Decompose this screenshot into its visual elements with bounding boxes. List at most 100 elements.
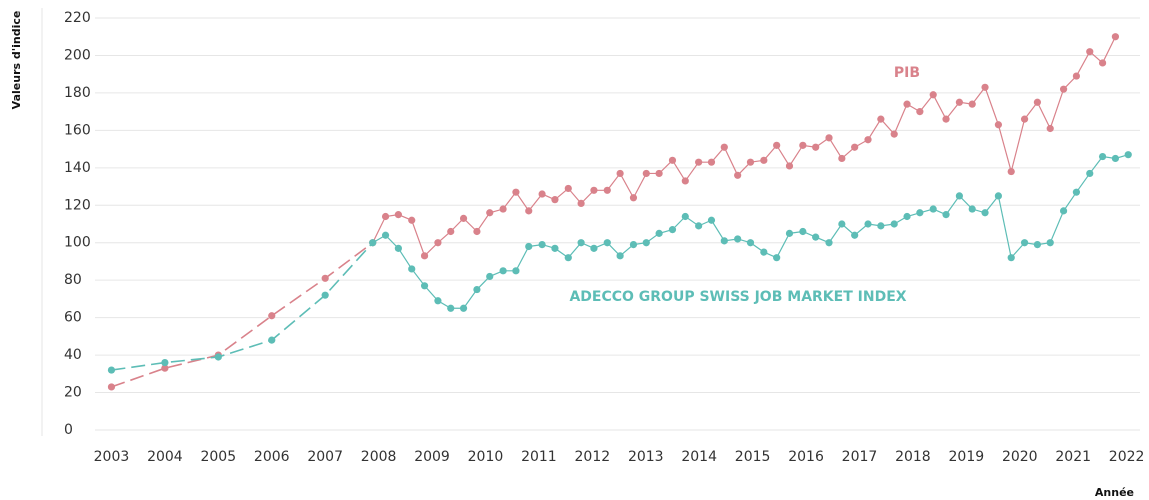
series-line [111,242,374,388]
data-point [720,143,728,151]
data-point [369,239,377,247]
data-point [473,227,481,236]
data-point [408,216,416,224]
data-point [642,239,650,247]
data-point [838,220,846,228]
data-point [734,235,742,243]
x-tick-label: 2012 [575,449,611,465]
data-point [1059,207,1068,215]
series-line [372,36,1116,257]
data-point [968,100,976,108]
data-point [785,229,794,237]
y-tick-label: 220 [64,10,91,26]
series-line [111,242,374,371]
series-line [372,154,1129,309]
data-point [877,115,885,123]
data-point [394,244,402,252]
data-point [551,196,559,204]
data-point [381,231,390,239]
data-point [681,177,689,185]
y-tick-label: 180 [64,85,91,101]
data-point [525,207,533,215]
data-point [473,285,481,294]
data-point [955,98,963,106]
data-point [107,383,116,391]
data-point [1007,167,1015,176]
data-point [877,222,885,230]
x-tick-label: 2019 [949,449,985,465]
series-label: PIB [894,65,920,81]
data-point [851,231,859,239]
data-point [812,233,820,241]
data-point [538,241,546,249]
data-point [981,83,989,91]
data-point [668,156,677,164]
data-point [1098,59,1107,67]
data-point [1086,48,1094,56]
data-point [268,312,276,320]
data-point [655,169,663,178]
y-tick-label: 140 [64,160,91,176]
y-tick-label: 200 [64,47,91,63]
data-point [512,188,520,196]
data-point [577,239,585,247]
data-point [942,115,950,123]
y-tick-label: 160 [64,122,91,138]
data-point [785,162,794,170]
data-point [499,205,507,213]
data-point [1007,254,1015,262]
x-tick-label: 2006 [254,449,290,465]
data-point [1046,239,1054,247]
x-tick-label: 2016 [788,449,824,465]
data-point [1059,85,1068,93]
data-point [890,130,898,138]
x-tick-label: 2003 [94,449,130,465]
data-point [420,252,429,260]
data-point [864,220,872,228]
data-point [916,108,924,116]
data-point [590,244,598,252]
x-tick-label: 2018 [895,449,931,465]
data-point [720,237,728,245]
data-point [890,220,898,228]
data-point [447,227,455,236]
data-point [161,364,169,372]
data-point [1111,154,1120,163]
y-tick-label: 0 [64,422,73,438]
data-point [1033,98,1041,106]
x-tick-label: 2008 [361,449,397,465]
x-tick-label: 2021 [1055,449,1091,465]
x-tick-label: 2009 [414,449,450,465]
data-point [695,158,703,166]
data-point [564,254,572,262]
data-point [538,190,546,198]
data-point [1033,241,1041,249]
data-point [799,227,807,236]
data-point [499,267,507,275]
data-point [1098,152,1107,161]
data-point [746,158,755,166]
x-tick-label: 2020 [1002,449,1038,465]
data-point [434,239,442,247]
data-point [864,136,872,144]
data-point [851,143,859,151]
data-point [616,252,624,260]
y-tick-label: 60 [64,310,82,326]
data-point [707,216,716,224]
x-tick-label: 2004 [147,449,183,465]
data-point [1072,72,1081,80]
data-point [577,199,585,207]
data-point [903,212,911,221]
data-point [1111,33,1120,41]
data-point [629,241,638,249]
data-point [486,209,494,217]
data-point [447,304,455,312]
data-point [590,186,598,194]
x-tick-label: 2005 [200,449,236,465]
x-tick-label: 2013 [628,449,664,465]
data-point [1020,115,1029,123]
x-tick-label: 2015 [735,449,771,465]
x-tick-label: 2022 [1109,449,1145,465]
x-tick-label: 2014 [681,449,717,465]
data-point [420,282,429,290]
